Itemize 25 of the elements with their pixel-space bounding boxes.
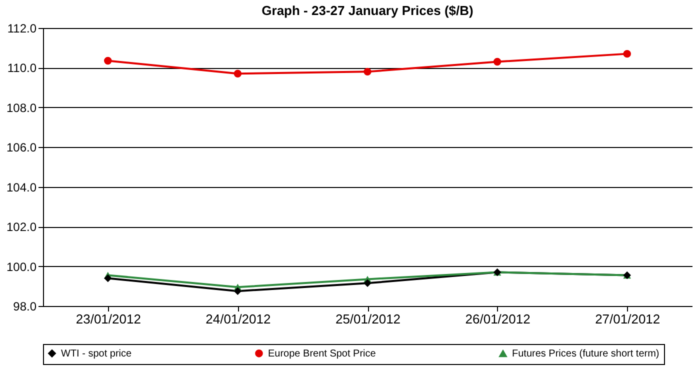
y-tick-label: 104.0	[6, 180, 37, 194]
point	[234, 70, 242, 78]
y-tick-label: 112.0	[7, 22, 37, 36]
x-tick-label: 24/01/2012	[206, 312, 271, 326]
x-tick-label: 26/01/2012	[465, 312, 530, 326]
point	[104, 56, 112, 65]
y-tick-label: 108.0	[6, 100, 37, 115]
point	[234, 287, 242, 295]
point	[493, 58, 502, 66]
x-tick-label: 25/01/2012	[335, 312, 401, 326]
point	[364, 68, 372, 76]
y-tick-label: 100.0	[6, 260, 37, 274]
y-tick-label: 98.0	[13, 300, 37, 314]
point	[364, 279, 372, 288]
legend-label: Futures Prices (future short term)	[512, 348, 660, 360]
y-tick-label: 102.0	[6, 220, 37, 234]
y-tick-label: 106.0	[6, 140, 37, 155]
legend-label: WTI - spot price	[61, 348, 132, 360]
point	[623, 50, 631, 58]
point	[104, 274, 112, 282]
legend-label: Europe Brent Spot Price	[268, 348, 376, 360]
x-tick-label: 23/01/2012	[76, 312, 141, 326]
y-tick-label: 110.0	[7, 61, 37, 76]
chart-title: Graph - 23-27 January Prices ($/B)	[262, 3, 474, 18]
x-tick-label: 27/01/2012	[595, 312, 660, 326]
